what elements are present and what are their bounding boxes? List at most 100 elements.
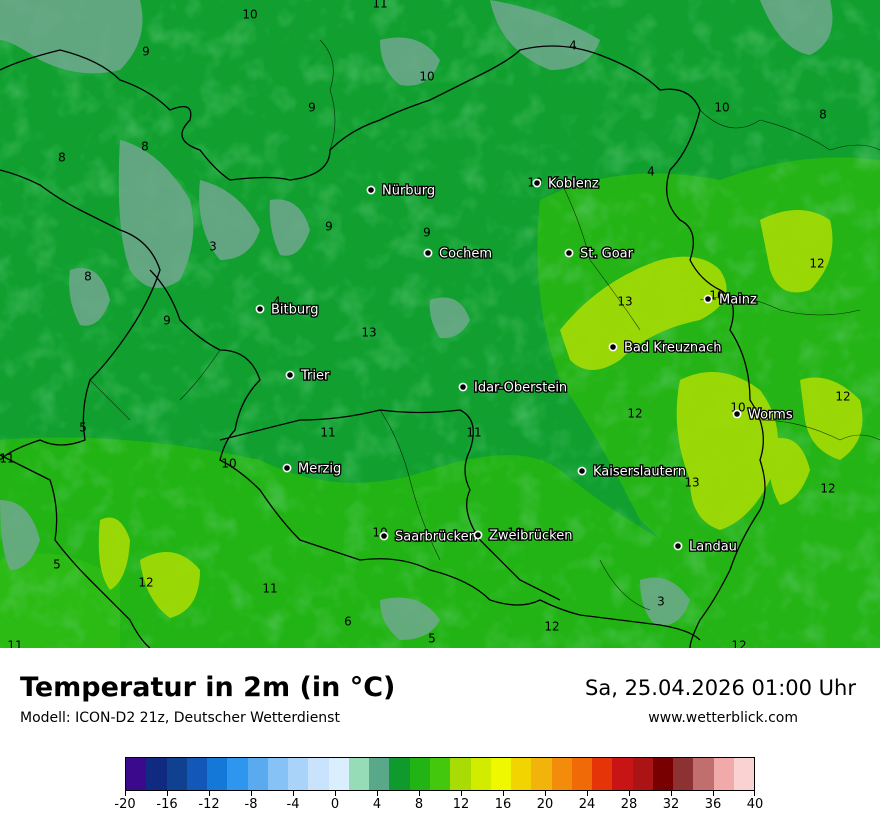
- color-scale-tick: [754, 791, 755, 796]
- city-dot: [366, 185, 376, 195]
- city-label: Nürburg: [382, 184, 435, 199]
- color-scale-tick: [209, 791, 210, 796]
- city-bitburg: Bitburg: [255, 301, 320, 319]
- color-scale-segment: [328, 758, 349, 790]
- city-dot: [473, 530, 483, 540]
- color-scale-tick: [671, 791, 672, 796]
- isotherm-label: 13: [361, 326, 376, 340]
- color-scale-tick: [629, 791, 630, 796]
- color-scale-segment: [511, 758, 532, 790]
- color-scale-segment: [490, 758, 512, 790]
- city-label: Zweibrücken: [489, 529, 572, 544]
- isotherm-label: 11: [466, 426, 481, 440]
- city-label: Idar-Oberstein: [474, 381, 567, 396]
- city-label: Landau: [689, 540, 737, 555]
- city-label: Bitburg: [271, 303, 319, 318]
- color-scale-tick-label: 20: [536, 797, 554, 812]
- city-idar-oberstein: Idar-Oberstein: [458, 379, 568, 397]
- isotherm-label: 11: [0, 452, 15, 466]
- city-bad-kreuznach: Bad Kreuznach: [608, 339, 723, 357]
- temperature-map: 10 11 9 4 10 10 9 8 8 8 10 4 3 9 9 12 8 13 4 10 13 9 12 10 11 12 5…: [0, 0, 880, 648]
- forecast-datetime: Sa, 25.04.2026 01:00 Uhr: [585, 676, 856, 700]
- color-scale-segment: [369, 758, 390, 790]
- isotherm-label: 12: [835, 390, 850, 404]
- city-dot: [285, 370, 295, 380]
- color-scale-tick-label: 28: [620, 797, 638, 812]
- color-scale-segment: [632, 758, 653, 790]
- color-scale-tick: [167, 791, 168, 796]
- isotherm-label: 11: [262, 582, 277, 596]
- city-label: Saarbrücken: [395, 530, 477, 545]
- color-scale-segment: [612, 758, 633, 790]
- city-label: Worms: [748, 408, 793, 423]
- isotherm-label: 8: [819, 108, 827, 122]
- color-scale-segment: [571, 758, 593, 790]
- city-label: Koblenz: [548, 177, 599, 192]
- isotherm-label: 12: [731, 639, 746, 649]
- color-scale-tick: [503, 791, 504, 796]
- city-label: Bad Kreuznach: [624, 341, 722, 356]
- city-trier: Trier: [285, 367, 331, 385]
- isotherm-label: 10: [714, 101, 729, 115]
- city-dot: [608, 342, 618, 352]
- isotherm-label: 9: [308, 101, 316, 115]
- color-scale-segment: [592, 758, 613, 790]
- isotherm-label: 5: [79, 421, 87, 435]
- color-scale-segment: [207, 758, 228, 790]
- isotherm-label: 10: [507, 526, 522, 540]
- isotherm-label: 6: [344, 615, 352, 629]
- city-dot: [532, 178, 542, 188]
- color-scale-tick: [587, 791, 588, 796]
- color-scale-tick-label: 4: [372, 797, 382, 812]
- color-scale-tick-label: 24: [578, 797, 596, 812]
- city-markers: Nürburg Koblenz Cochem St. Goar Mainz Bitburg…: [255, 175, 794, 556]
- isotherm-label: 3: [209, 240, 217, 254]
- isotherm-label: 13: [684, 476, 699, 490]
- isotherm-label: 11: [7, 639, 22, 649]
- isotherm-label: 9: [163, 314, 171, 328]
- city-dot: [379, 531, 389, 541]
- isotherm-label: 12: [809, 257, 824, 271]
- isotherm-label: 10: [242, 8, 257, 22]
- isotherm-label: 13: [617, 295, 632, 309]
- district-lines: [89, 39, 880, 611]
- city-dot: [458, 382, 468, 392]
- model-info: Modell: ICON-D2 21z, Deutscher Wetterdie…: [20, 710, 340, 726]
- legend-panel: Temperatur in 2m (in °C) Modell: ICON-D2…: [0, 648, 880, 830]
- isotherm-label: 10: [419, 70, 434, 84]
- color-scale-tick-label: 12: [452, 797, 470, 812]
- color-scale-tick: [377, 791, 378, 796]
- isotherm-label: 8: [84, 270, 92, 284]
- color-scale-tick-label: 16: [494, 797, 512, 812]
- isotherm-label: 4: [569, 39, 577, 53]
- color-scale-tick-label: -8: [244, 797, 258, 812]
- map-canvas: 10 11 9 4 10 10 9 8 8 8 10 4 3 9 9 12 8 13 4 10 13 9 12 10 11 12 5…: [0, 0, 880, 648]
- cool-zones: [0, 0, 833, 640]
- isotherm-label: 12: [138, 576, 153, 590]
- isotherm-label: 8: [58, 151, 66, 165]
- map-title: Temperatur in 2m (in °C): [20, 672, 396, 703]
- color-scale-segment: [247, 758, 268, 790]
- color-scale-tick-label: -4: [286, 797, 300, 812]
- city-dot: [282, 463, 292, 473]
- color-scale-segment: [186, 758, 208, 790]
- color-scale-segment: [733, 758, 755, 790]
- city-kaiserslautern: Kaiserslautern: [577, 463, 687, 481]
- color-scale-segment: [288, 758, 309, 790]
- color-scale-segment: [673, 758, 694, 790]
- isotherm-label: 12: [544, 620, 559, 634]
- color-scale-segment: [693, 758, 714, 790]
- city-label: Merzig: [298, 462, 341, 477]
- city-koblenz: Koblenz: [532, 175, 600, 193]
- color-scale-tick: [251, 791, 252, 796]
- color-scale-tick-label: 40: [746, 797, 764, 812]
- isotherm-label: 5: [53, 558, 61, 572]
- color-scale-tick: [335, 791, 336, 796]
- isotherm-label: 9: [325, 220, 333, 234]
- color-scale-segment: [166, 758, 187, 790]
- color-scale-tick: [293, 791, 294, 796]
- isotherm-label: 12: [820, 482, 835, 496]
- color-scale-tick: [419, 791, 420, 796]
- city-dot: [564, 248, 574, 258]
- city-st-goar: St. Goar: [564, 245, 635, 263]
